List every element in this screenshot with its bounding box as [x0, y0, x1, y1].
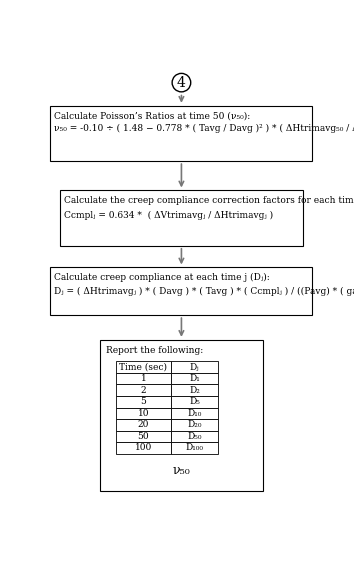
Text: 20: 20	[138, 421, 149, 429]
Text: 1: 1	[141, 374, 146, 383]
FancyBboxPatch shape	[115, 373, 171, 384]
Text: ν₅₀: ν₅₀	[172, 464, 190, 477]
Text: 4: 4	[177, 76, 186, 89]
Text: D₅₀: D₅₀	[187, 432, 202, 441]
FancyBboxPatch shape	[60, 190, 303, 246]
Text: D₁: D₁	[189, 374, 200, 383]
FancyBboxPatch shape	[115, 362, 171, 373]
Text: Dⱼ: Dⱼ	[190, 363, 199, 372]
FancyBboxPatch shape	[115, 384, 171, 396]
Text: Report the following:: Report the following:	[106, 346, 204, 355]
FancyBboxPatch shape	[115, 431, 171, 442]
FancyBboxPatch shape	[171, 419, 218, 431]
FancyBboxPatch shape	[100, 340, 263, 490]
FancyBboxPatch shape	[171, 431, 218, 442]
Text: 10: 10	[138, 409, 149, 418]
FancyBboxPatch shape	[115, 396, 171, 407]
FancyBboxPatch shape	[115, 442, 171, 454]
Text: D₁₀₀: D₁₀₀	[185, 444, 204, 453]
FancyBboxPatch shape	[171, 373, 218, 384]
Text: D₂₀: D₂₀	[187, 421, 202, 429]
Text: Ccmplⱼ = 0.634 *  ( ΔVtrimavgⱼ / ΔHtrimavgⱼ ): Ccmplⱼ = 0.634 * ( ΔVtrimavgⱼ / ΔHtrimav…	[64, 210, 273, 219]
Text: ν₅₀ = -0.10 ÷ ( 1.48 − 0.778 * ( Tavg / Davg )² ) * ( ΔHtrimavg₅₀ / ΔVtrimavg₅₀ : ν₅₀ = -0.10 ÷ ( 1.48 − 0.778 * ( Tavg / …	[54, 124, 354, 134]
FancyBboxPatch shape	[51, 268, 312, 315]
Text: 50: 50	[138, 432, 149, 441]
Text: Calculate creep compliance at each time j (Dⱼ):: Calculate creep compliance at each time …	[54, 273, 270, 282]
FancyBboxPatch shape	[115, 419, 171, 431]
Text: Calculate the creep compliance correction factors for each time j (Ccmplⱼ):: Calculate the creep compliance correctio…	[64, 196, 354, 205]
Text: D₁₀: D₁₀	[187, 409, 202, 418]
FancyBboxPatch shape	[51, 106, 312, 161]
FancyBboxPatch shape	[171, 407, 218, 419]
FancyBboxPatch shape	[171, 442, 218, 454]
Text: 5: 5	[141, 397, 147, 406]
Text: D₅: D₅	[189, 397, 200, 406]
Text: 100: 100	[135, 444, 152, 453]
FancyBboxPatch shape	[171, 384, 218, 396]
Text: Calculate Poisson’s Ratios at time 50 (ν₅₀):: Calculate Poisson’s Ratios at time 50 (ν…	[54, 111, 251, 120]
Text: 2: 2	[141, 386, 146, 395]
Text: Time (sec): Time (sec)	[119, 363, 167, 372]
Text: D₂: D₂	[189, 386, 200, 395]
FancyBboxPatch shape	[115, 407, 171, 419]
FancyBboxPatch shape	[171, 362, 218, 373]
FancyBboxPatch shape	[171, 396, 218, 407]
Text: Dⱼ = ( ΔHtrimavgⱼ ) * ( Davg ) * ( Tavg ) * ( Ccmplⱼ ) / ((Pavg) * ( gauge lengt: Dⱼ = ( ΔHtrimavgⱼ ) * ( Davg ) * ( Tavg …	[54, 286, 354, 296]
